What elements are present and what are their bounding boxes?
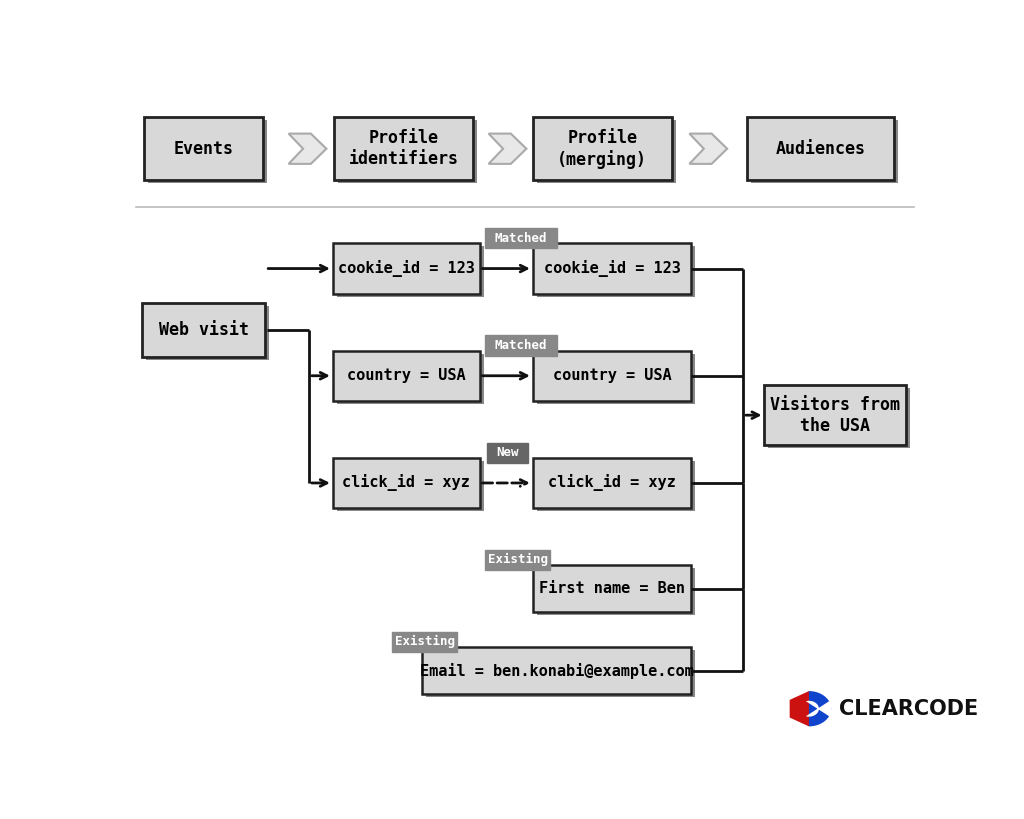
Text: cookie_id = 123: cookie_id = 123 xyxy=(544,260,681,277)
FancyBboxPatch shape xyxy=(532,243,691,294)
FancyBboxPatch shape xyxy=(392,631,458,652)
Text: Email = ben.konabi@example.com: Email = ben.konabi@example.com xyxy=(420,663,693,679)
Polygon shape xyxy=(790,691,828,726)
FancyBboxPatch shape xyxy=(485,336,557,355)
Text: Events: Events xyxy=(173,140,233,158)
FancyBboxPatch shape xyxy=(485,229,557,248)
FancyBboxPatch shape xyxy=(143,117,263,180)
Text: Matched: Matched xyxy=(495,232,547,245)
FancyBboxPatch shape xyxy=(337,461,483,511)
Text: Web visit: Web visit xyxy=(159,321,249,339)
FancyBboxPatch shape xyxy=(422,647,691,695)
FancyBboxPatch shape xyxy=(537,354,695,404)
FancyBboxPatch shape xyxy=(485,550,550,570)
Text: Existing: Existing xyxy=(395,636,455,649)
FancyBboxPatch shape xyxy=(532,117,672,180)
FancyBboxPatch shape xyxy=(532,458,691,508)
FancyBboxPatch shape xyxy=(486,442,528,463)
FancyBboxPatch shape xyxy=(768,388,909,448)
Polygon shape xyxy=(289,133,327,164)
FancyBboxPatch shape xyxy=(142,303,265,357)
FancyBboxPatch shape xyxy=(537,568,695,615)
FancyBboxPatch shape xyxy=(337,354,483,404)
FancyBboxPatch shape xyxy=(146,306,269,360)
Polygon shape xyxy=(488,133,526,164)
FancyBboxPatch shape xyxy=(334,117,473,180)
FancyBboxPatch shape xyxy=(333,351,479,401)
Text: Visitors from
the USA: Visitors from the USA xyxy=(770,396,900,435)
Polygon shape xyxy=(689,133,727,164)
Text: CLEARCODE: CLEARCODE xyxy=(839,699,978,719)
FancyBboxPatch shape xyxy=(537,247,695,297)
FancyBboxPatch shape xyxy=(337,247,483,297)
Polygon shape xyxy=(809,691,831,726)
FancyBboxPatch shape xyxy=(532,565,691,613)
Text: country = USA: country = USA xyxy=(553,369,672,383)
Text: Matched: Matched xyxy=(495,339,547,352)
FancyBboxPatch shape xyxy=(147,120,267,183)
FancyBboxPatch shape xyxy=(532,351,691,401)
Text: Audiences: Audiences xyxy=(775,140,865,158)
FancyBboxPatch shape xyxy=(426,650,695,698)
Text: cookie_id = 123: cookie_id = 123 xyxy=(338,260,474,277)
FancyBboxPatch shape xyxy=(537,120,676,183)
Text: New: New xyxy=(496,446,518,459)
Text: Existing: Existing xyxy=(487,554,548,567)
Text: click_id = xyz: click_id = xyz xyxy=(548,474,676,491)
Text: Profile
(merging): Profile (merging) xyxy=(557,129,647,169)
Polygon shape xyxy=(806,700,831,717)
Text: click_id = xyz: click_id = xyz xyxy=(342,474,470,491)
FancyBboxPatch shape xyxy=(765,385,905,446)
FancyBboxPatch shape xyxy=(751,120,898,183)
Text: country = USA: country = USA xyxy=(347,369,466,383)
Text: Profile
identifiers: Profile identifiers xyxy=(349,129,459,168)
FancyBboxPatch shape xyxy=(333,458,479,508)
FancyBboxPatch shape xyxy=(338,120,477,183)
FancyBboxPatch shape xyxy=(537,461,695,511)
FancyBboxPatch shape xyxy=(333,243,479,294)
FancyBboxPatch shape xyxy=(748,117,894,180)
Text: First name = Ben: First name = Ben xyxy=(539,581,685,596)
